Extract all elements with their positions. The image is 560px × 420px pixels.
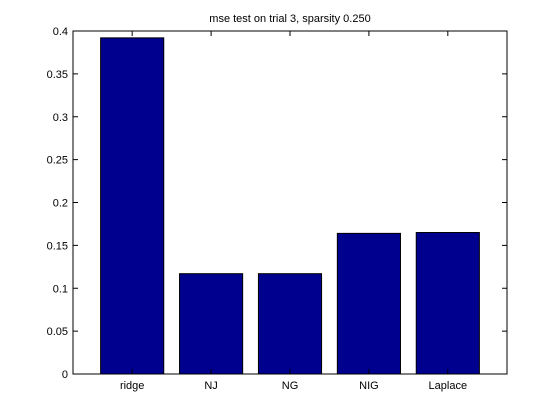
- bars-group: [100, 37, 480, 375]
- y-tick-label: 0.4: [53, 26, 68, 38]
- x-tick-label: NG: [282, 380, 299, 392]
- bar-nig: [336, 232, 401, 375]
- bar-ridge: [100, 37, 165, 375]
- y-tick-label: 0.05: [47, 326, 68, 338]
- y-tick-label: 0.1: [53, 283, 68, 295]
- y-tick-label: 0.35: [47, 69, 68, 81]
- y-tick-label: 0.2: [53, 198, 68, 210]
- axes-frame: [72, 30, 508, 375]
- y-axis-ticks: 0 0.05 0.1 0.15 0.2 0.25 0.3 0.35 0.4: [47, 26, 507, 381]
- y-tick-label: 0.3: [53, 112, 68, 124]
- x-axis-ticks: ridge NJ NG NIG Laplace: [120, 31, 467, 392]
- y-tick-label: 0.25: [47, 155, 68, 167]
- y-tick-label: 0: [62, 369, 68, 381]
- y-tick-label: 0.15: [47, 240, 68, 252]
- bar-nj: [179, 273, 244, 375]
- chart-title: mse test on trial 3, sparsity 0.250: [209, 13, 370, 25]
- bar-ng: [257, 273, 323, 375]
- x-tick-label: NIG: [359, 380, 379, 392]
- x-tick-label: ridge: [120, 380, 144, 392]
- x-tick-label: NJ: [204, 380, 217, 392]
- x-tick-label: Laplace: [429, 380, 468, 392]
- bar-laplace: [415, 232, 480, 375]
